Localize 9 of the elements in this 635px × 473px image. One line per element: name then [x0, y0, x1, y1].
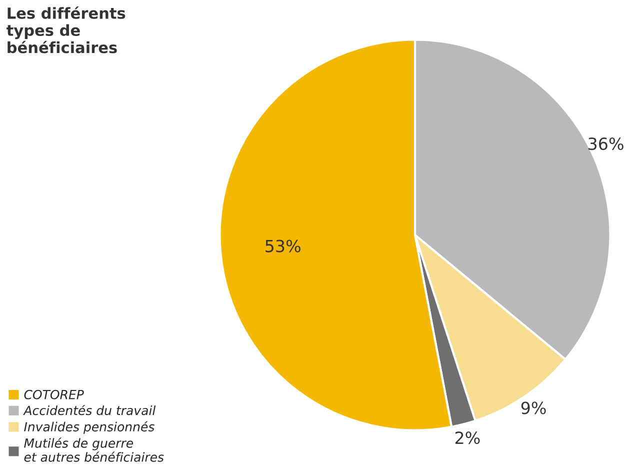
legend-label: Accidentés du travail [23, 404, 156, 416]
legend-label: COTOREP [24, 390, 84, 400]
chart-title: Les différents types de bénéficiaires [6, 6, 126, 54]
data-label: 36% [588, 137, 624, 150]
data-label: 53% [266, 240, 300, 252]
data-label: 2% [455, 431, 480, 444]
legend-label: Invalides pensionnés [24, 421, 154, 434]
legend-label: Mutilés de guerre et autres bénéficiaires [24, 438, 164, 462]
data-label: 9% [521, 402, 546, 414]
